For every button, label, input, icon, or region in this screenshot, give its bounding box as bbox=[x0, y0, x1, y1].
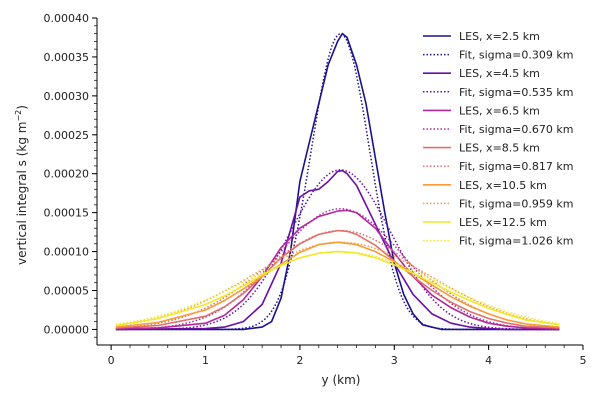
series-line-7 bbox=[115, 229, 560, 329]
x-tick-label: 4 bbox=[485, 354, 492, 367]
legend-label-12: Fit, sigma=1.026 km bbox=[459, 235, 573, 248]
y-tick-label: 0.00005 bbox=[44, 285, 90, 298]
y-tick-label: 0.00040 bbox=[44, 12, 90, 25]
series-line-11 bbox=[115, 250, 560, 327]
legend-label-8: Fit, sigma=0.817 km bbox=[459, 160, 573, 173]
y-tick-label: 0.00010 bbox=[44, 246, 90, 259]
legend-label-9: LES, x=10.5 km bbox=[459, 179, 547, 192]
x-tick-label: 1 bbox=[202, 354, 209, 367]
y-tick-label: 0.00030 bbox=[44, 90, 90, 103]
series-line-4 bbox=[115, 169, 560, 331]
legend-label-1: LES, x=2.5 km bbox=[459, 30, 540, 43]
series-line-1 bbox=[115, 32, 560, 331]
x-tick-label: 0 bbox=[108, 354, 115, 367]
series-line-3 bbox=[115, 169, 560, 331]
legend-label-3: LES, x=4.5 km bbox=[459, 67, 540, 80]
series-line-5 bbox=[115, 209, 560, 330]
legend-label-6: Fit, sigma=0.670 km bbox=[459, 123, 573, 136]
y-tick-label: 0.00000 bbox=[44, 323, 90, 336]
legend-label-7: LES, x=8.5 km bbox=[459, 142, 540, 155]
series-line-6 bbox=[115, 208, 560, 330]
legend: LES, x=2.5 km Fit, sigma=0.309 km LES, x=4… bbox=[423, 30, 573, 248]
series-line-12 bbox=[115, 250, 560, 325]
y-tick-label: 0.00035 bbox=[44, 51, 90, 64]
y-tick-label: 0.00025 bbox=[44, 129, 90, 142]
y-axis-label-end: ) bbox=[15, 105, 29, 110]
legend-label-4: Fit, sigma=0.535 km bbox=[459, 86, 573, 99]
series-line-9 bbox=[115, 241, 560, 328]
legend-label-10: Fit, sigma=0.959 km bbox=[459, 197, 573, 210]
x-axis-label: y (km) bbox=[322, 373, 361, 387]
x-tick-label: 2 bbox=[296, 354, 303, 367]
y-tick-label: 0.00015 bbox=[44, 207, 90, 220]
series-line-10 bbox=[115, 241, 560, 327]
legend-label-11: LES, x=12.5 km bbox=[459, 216, 547, 229]
legend-label-5: LES, x=6.5 km bbox=[459, 104, 540, 117]
x-tick-label: 3 bbox=[391, 354, 398, 367]
y-tick-label: 0.00020 bbox=[44, 168, 90, 181]
legend-label-2: Fit, sigma=0.309 km bbox=[459, 49, 573, 62]
x-tick-label: 5 bbox=[580, 354, 587, 367]
y-axis-label-superscript: −2 bbox=[14, 110, 23, 122]
plot-series bbox=[115, 32, 560, 331]
axes: 0 1 2 3 4 5 0.00000 0.00005 0.00010 0.00015 0.0002… bbox=[44, 12, 587, 367]
y-axis-label: vertical integral s (kg m−2) bbox=[14, 105, 29, 265]
y-axis-label-main: vertical integral s (kg m bbox=[15, 122, 29, 265]
